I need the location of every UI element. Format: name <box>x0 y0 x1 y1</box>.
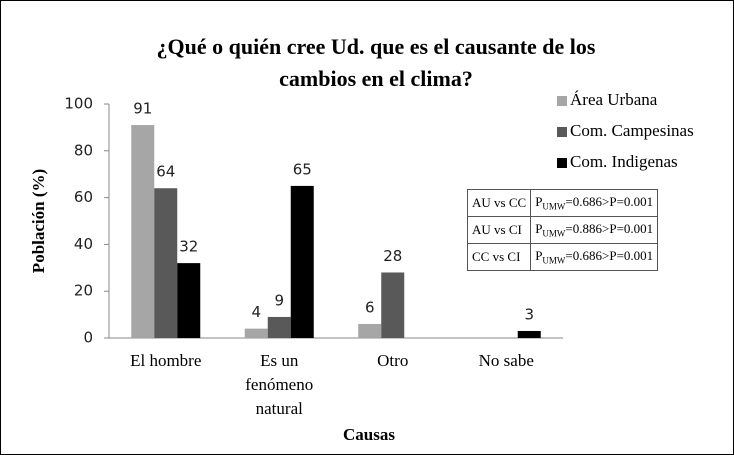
table-cell: PUMW=0.686>P=0.001 <box>530 243 659 271</box>
x-tick-label: Otro <box>377 351 409 370</box>
p-value: =0.686>P=0.001 <box>565 248 654 264</box>
p-symbol: P <box>535 221 543 237</box>
annotation-table: AU vs CC PUMW=0.686>P=0.001 AU vs CI PUMW=0… <box>466 189 659 271</box>
bar <box>290 185 314 338</box>
y-tick-label: 40 <box>74 235 93 253</box>
p-subscript: UMW <box>542 255 566 266</box>
y-tick-label: 100 <box>64 95 93 113</box>
x-tick-label: No sabe <box>478 351 534 370</box>
p-symbol: P <box>535 248 543 264</box>
data-label: 65 <box>293 160 312 178</box>
bar <box>244 328 268 338</box>
data-label: 32 <box>179 238 198 256</box>
data-label: 6 <box>365 298 375 316</box>
data-label: 28 <box>383 247 402 265</box>
bar <box>381 272 405 338</box>
y-tick-label: 20 <box>74 282 93 300</box>
data-label: 4 <box>251 303 261 321</box>
data-label: 9 <box>274 291 284 309</box>
table-row: AU vs CC PUMW=0.686>P=0.001 <box>466 189 659 217</box>
table-cell: PUMW=0.686>P=0.001 <box>530 189 659 217</box>
table-cell: AU vs CC <box>466 189 532 217</box>
table-row: CC vs CI PUMW=0.686>P=0.001 <box>466 243 659 271</box>
p-symbol: P <box>535 194 543 210</box>
p-subscript: UMW <box>542 228 566 239</box>
table-cell: CC vs CI <box>466 243 532 271</box>
bar <box>267 316 291 338</box>
table-cell: PUMW=0.886>P=0.001 <box>530 216 659 244</box>
data-label: 91 <box>133 100 152 118</box>
p-value: =0.886>P=0.001 <box>565 221 654 237</box>
bar <box>358 323 382 338</box>
x-tick-label: El hombre <box>130 351 202 370</box>
bar <box>517 330 541 338</box>
bar <box>154 188 178 338</box>
p-subscript: UMW <box>542 201 566 212</box>
y-tick-label: 60 <box>74 188 93 206</box>
legend-swatch <box>557 158 567 168</box>
chart-title: ¿Qué o quién cree Ud. que es el causante… <box>156 34 596 91</box>
table-row: AU vs CI PUMW=0.886>P=0.001 <box>466 216 659 244</box>
p-value: =0.686>P=0.001 <box>565 194 654 210</box>
data-label: 64 <box>156 163 175 181</box>
legend-label: Área Urbana <box>570 90 658 109</box>
data-label: 3 <box>524 305 534 323</box>
x-axis-title: Causas <box>343 425 395 444</box>
legend-swatch <box>557 96 567 106</box>
legend-label: Com. Indigenas <box>570 152 678 171</box>
legend-swatch <box>557 127 567 137</box>
y-tick-label: 80 <box>74 141 93 159</box>
y-axis-title: Población (%) <box>29 168 48 274</box>
table-cell: AU vs CI <box>466 216 532 244</box>
y-tick-label: 0 <box>83 329 93 347</box>
bar <box>131 125 155 338</box>
legend-label: Com. Campesinas <box>570 121 694 140</box>
bar <box>177 263 201 338</box>
x-tick-label: Es un fenómeno natural <box>245 351 314 418</box>
